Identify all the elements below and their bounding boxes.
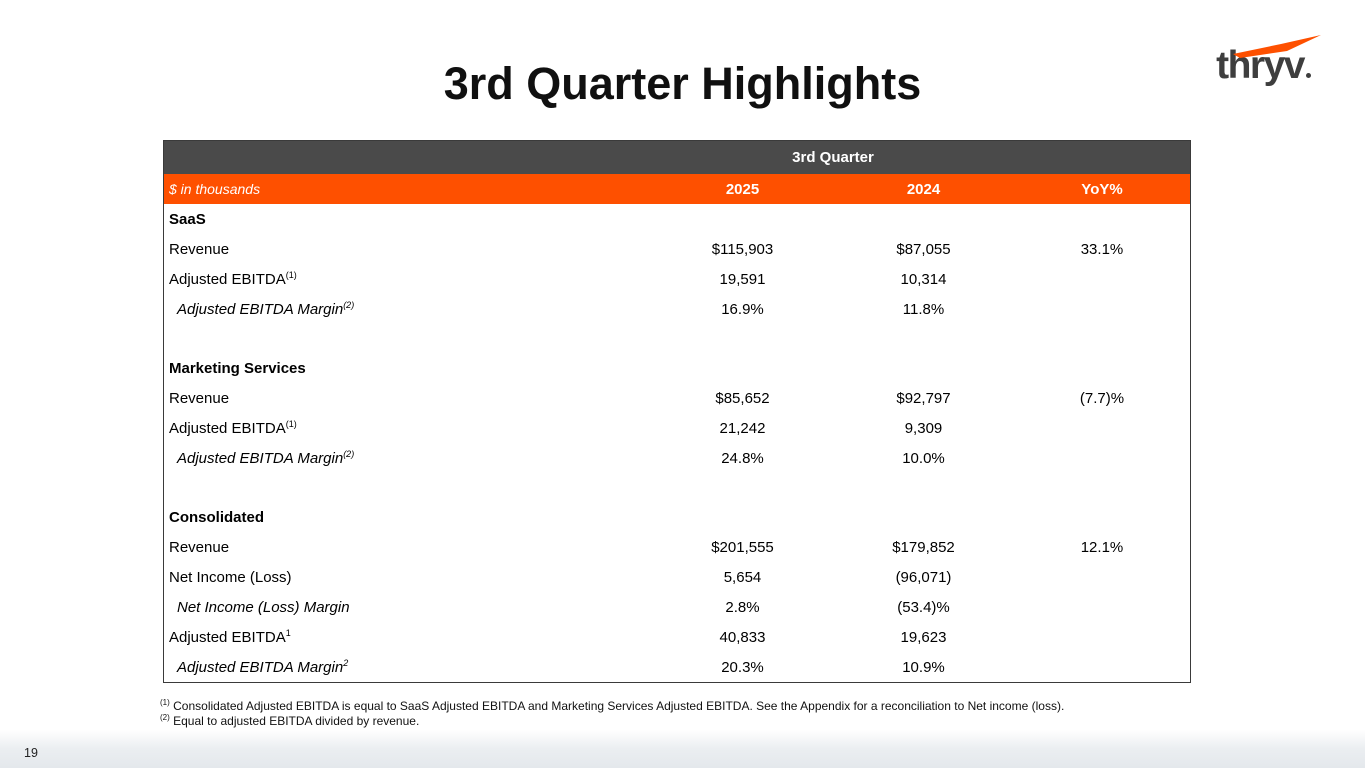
table-row: Adjusted EBITDA(1) 21,242 9,309 (164, 413, 1190, 443)
footnote-1: (1) Consolidated Adjusted EBITDA is equa… (160, 699, 1220, 714)
section-name: Marketing Services (169, 359, 306, 377)
column-header-2024: 2024 (906, 180, 941, 198)
column-header-yoy: YoY% (1081, 180, 1123, 198)
footnote-1-text: Consolidated Adjusted EBITDA is equal to… (173, 699, 1065, 713)
value-cell: 19,591 (719, 270, 766, 288)
section-header-row: SaaS (164, 204, 1190, 234)
row-label: Adjusted EBITDA Margin(2) (177, 300, 355, 318)
value-cell: 10,314 (900, 270, 947, 288)
table-row: Net Income (Loss) 5,654 (96,071) (164, 562, 1190, 592)
row-label: Net Income (Loss) (169, 568, 292, 586)
value-cell: (96,071) (895, 568, 952, 586)
value-cell: 5,654 (723, 568, 762, 586)
value-cell: 2.8% (725, 598, 760, 616)
spacer-row (164, 324, 1190, 353)
table-column-header-row: $ in thousands 2025 2024 YoY% (164, 174, 1190, 204)
value-cell: $87,055 (896, 240, 951, 258)
value-cell: 24.8% (721, 449, 764, 467)
table-row: Net Income (Loss) Margin 2.8% (53.4)% (164, 592, 1190, 622)
table-body: SaaS Revenue $115,903 $87,055 33.1% Adjusted … (164, 204, 1190, 682)
group-header-label: 3rd Quarter (792, 149, 874, 166)
table-row: Adjusted EBITDA Margin2 20.3% 10.9% (164, 652, 1190, 682)
table-row: Revenue $85,652 $92,797 (7.7)% (164, 383, 1190, 413)
logo-swoosh-icon (1233, 35, 1321, 58)
table-row: Adjusted EBITDA(1) 19,591 10,314 (164, 264, 1190, 294)
spacer-row (164, 473, 1190, 502)
value-cell: 11.8% (902, 300, 945, 318)
value-cell: 10.0% (902, 449, 945, 467)
footnotes: (1) Consolidated Adjusted EBITDA is equa… (160, 699, 1220, 728)
financial-table: 3rd Quarter $ in thousands 2025 2024 YoY… (163, 140, 1191, 683)
footnote-2: (2) Equal to adjusted EBITDA divided by … (160, 712, 1220, 729)
row-label: Revenue (169, 240, 230, 258)
table-row: Revenue $115,903 $87,055 33.1% (164, 234, 1190, 264)
page-number: 19 (24, 746, 38, 760)
section-header-row: Marketing Services (164, 353, 1190, 383)
value-cell: $92,797 (896, 389, 951, 407)
value-cell: 20.3% (721, 658, 764, 676)
table-row: Adjusted EBITDA Margin(2) 24.8% 10.0% (164, 443, 1190, 473)
value-cell: $201,555 (711, 538, 774, 556)
thryv-logo: thryv (1216, 35, 1321, 90)
value-cell: 40,833 (719, 628, 766, 646)
value-cell: 21,242 (719, 419, 766, 437)
section-header-row: Consolidated (164, 502, 1190, 532)
row-label: Revenue (169, 389, 230, 407)
value-cell: $85,652 (715, 389, 770, 407)
row-label: Adjusted EBITDA Margin2 (177, 658, 349, 676)
footnote-2-sup: (2) (160, 712, 170, 722)
row-label: Revenue (169, 538, 230, 556)
row-label: Adjusted EBITDA(1) (169, 270, 297, 288)
value-cell: (7.7)% (1079, 389, 1125, 407)
logo-dot (1306, 73, 1311, 78)
row-label: Net Income (Loss) Margin (177, 598, 350, 616)
table-row: Adjusted EBITDA1 40,833 19,623 (164, 622, 1190, 652)
section-name: SaaS (169, 210, 206, 228)
footnote-1-sup: (1) (160, 698, 170, 707)
value-cell: 10.9% (902, 658, 945, 676)
value-cell: 9,309 (904, 419, 943, 437)
section-name: Consolidated (169, 508, 265, 526)
unit-label: $ in thousands (169, 181, 261, 197)
value-cell: 12.1% (1080, 538, 1124, 556)
row-label: Adjusted EBITDA Margin(2) (177, 449, 355, 467)
row-label: Adjusted EBITDA1 (169, 628, 291, 646)
value-cell: $179,852 (892, 538, 955, 556)
row-label: Adjusted EBITDA(1) (169, 419, 297, 437)
table-row: Revenue $201,555 $179,852 12.1% (164, 532, 1190, 562)
table-group-header-row: 3rd Quarter (164, 141, 1190, 174)
value-cell: $115,903 (711, 240, 774, 258)
column-header-2025: 2025 (725, 180, 760, 198)
table-row: Adjusted EBITDA Margin(2) 16.9% 11.8% (164, 294, 1190, 324)
value-cell: 33.1% (1080, 240, 1124, 258)
value-cell: 19,623 (900, 628, 947, 646)
footnote-2-text: Equal to adjusted EBITDA divided by reve… (173, 713, 420, 728)
slide-title: 3rd Quarter Highlights (443, 58, 922, 109)
value-cell: 16.9% (721, 300, 764, 318)
value-cell: (53.4)% (897, 598, 950, 616)
